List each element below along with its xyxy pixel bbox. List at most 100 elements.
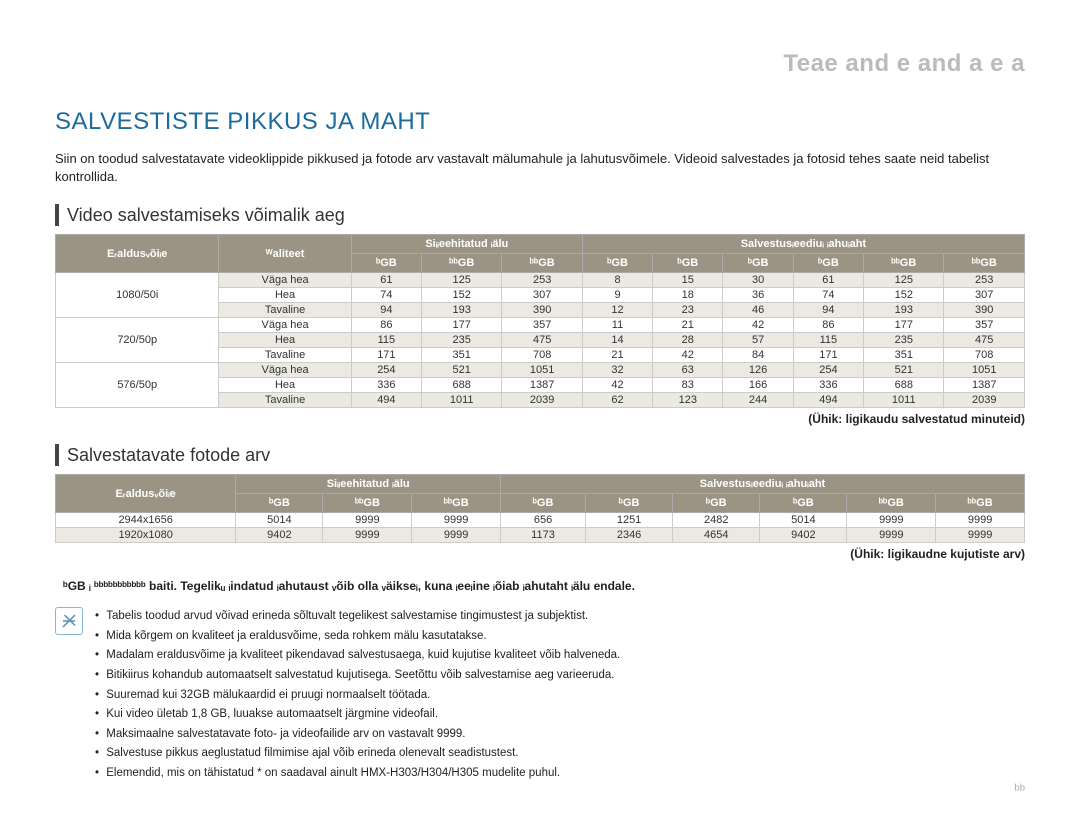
value-cell: 9999 bbox=[847, 513, 936, 528]
value-cell: 521 bbox=[422, 363, 502, 378]
value-cell: 390 bbox=[502, 303, 582, 318]
video-unit-note: (Ühik: ligikaudu salvestatud minuteid) bbox=[55, 412, 1025, 426]
value-cell: 307 bbox=[502, 288, 582, 303]
video-table: EᵣaldusᵥõiᵢeᵂaliteetSiᵢᵢeehitatud ᵢäluSa… bbox=[55, 234, 1025, 408]
value-cell: 166 bbox=[723, 378, 793, 393]
value-cell: 475 bbox=[944, 333, 1025, 348]
value-cell: 2039 bbox=[502, 393, 582, 408]
value-cell: 494 bbox=[351, 393, 421, 408]
page-number: ᵇᵇ bbox=[1014, 781, 1025, 797]
value-cell: 307 bbox=[944, 288, 1025, 303]
value-cell: 21 bbox=[582, 348, 652, 363]
value-cell: 390 bbox=[944, 303, 1025, 318]
note-item: Bitikiirus kohandub automaatselt salvest… bbox=[95, 666, 620, 686]
value-cell: 9999 bbox=[847, 528, 936, 543]
resolution-cell: 1080/50i bbox=[56, 273, 219, 318]
value-cell: 1173 bbox=[501, 528, 586, 543]
quality-cell: Tavaline bbox=[219, 393, 351, 408]
value-cell: 1387 bbox=[944, 378, 1025, 393]
value-cell: 11 bbox=[582, 318, 652, 333]
quality-cell: Hea bbox=[219, 333, 351, 348]
value-cell: 5014 bbox=[236, 513, 323, 528]
value-cell: 2482 bbox=[673, 513, 760, 528]
value-cell: 1387 bbox=[502, 378, 582, 393]
table-row: 1920x10809402999999991173234646549402999… bbox=[56, 528, 1025, 543]
value-cell: 94 bbox=[793, 303, 863, 318]
value-cell: 8 bbox=[582, 273, 652, 288]
value-cell: 1251 bbox=[586, 513, 673, 528]
value-cell: 30 bbox=[723, 273, 793, 288]
value-cell: 688 bbox=[422, 378, 502, 393]
value-cell: 123 bbox=[653, 393, 723, 408]
value-cell: 475 bbox=[502, 333, 582, 348]
value-cell: 23 bbox=[653, 303, 723, 318]
quality-cell: Väga hea bbox=[219, 273, 351, 288]
section2-title-text: Salvestatavate fotode arv bbox=[67, 445, 270, 466]
value-cell: 9402 bbox=[236, 528, 323, 543]
value-cell: 21 bbox=[653, 318, 723, 333]
value-cell: 708 bbox=[944, 348, 1025, 363]
note-item: Salvestuse pikkus aeglustatud filmimise … bbox=[95, 744, 620, 764]
value-cell: 2346 bbox=[586, 528, 673, 543]
value-cell: 193 bbox=[864, 303, 944, 318]
value-cell: 115 bbox=[793, 333, 863, 348]
value-cell: 193 bbox=[422, 303, 502, 318]
page-header: Teae and e and a e a bbox=[55, 50, 1025, 78]
value-cell: 61 bbox=[351, 273, 421, 288]
quality-cell: Tavaline bbox=[219, 303, 351, 318]
value-cell: 494 bbox=[793, 393, 863, 408]
quality-cell: Väga hea bbox=[219, 318, 351, 333]
value-cell: 115 bbox=[351, 333, 421, 348]
value-cell: 57 bbox=[723, 333, 793, 348]
value-cell: 46 bbox=[723, 303, 793, 318]
section-bar-icon bbox=[55, 444, 59, 466]
value-cell: 42 bbox=[582, 378, 652, 393]
value-cell: 171 bbox=[793, 348, 863, 363]
section1-title-text: Video salvestamiseks võimalik aeg bbox=[67, 205, 345, 226]
value-cell: 94 bbox=[351, 303, 421, 318]
value-cell: 708 bbox=[502, 348, 582, 363]
note-item: Suuremad kui 32GB mälukaardid ei pruugi … bbox=[95, 686, 620, 706]
value-cell: 9999 bbox=[936, 528, 1025, 543]
quality-cell: Hea bbox=[219, 288, 351, 303]
value-cell: 254 bbox=[793, 363, 863, 378]
photo-table: EᵣaldusᵥõiᵢeSiᵢᵢeehitatud ᵢäluSalvestusᵢ… bbox=[55, 474, 1025, 543]
value-cell: 1011 bbox=[422, 393, 502, 408]
value-cell: 336 bbox=[351, 378, 421, 393]
value-cell: 171 bbox=[351, 348, 421, 363]
value-cell: 86 bbox=[351, 318, 421, 333]
resolution-cell: 720/50p bbox=[56, 318, 219, 363]
note-icon bbox=[55, 607, 83, 635]
value-cell: 86 bbox=[793, 318, 863, 333]
value-cell: 9 bbox=[582, 288, 652, 303]
table-row: 576/50pVäga hea2545211051326312625452110… bbox=[56, 363, 1025, 378]
value-cell: 9999 bbox=[412, 528, 501, 543]
section2-title: Salvestatavate fotode arv bbox=[55, 444, 1025, 466]
resolution-cell: 2944x1656 bbox=[56, 513, 236, 528]
value-cell: 357 bbox=[944, 318, 1025, 333]
value-cell: 254 bbox=[351, 363, 421, 378]
value-cell: 9999 bbox=[412, 513, 501, 528]
notes-block: Tabelis toodud arvud võivad erineda sõlt… bbox=[55, 607, 1025, 783]
quality-cell: Hea bbox=[219, 378, 351, 393]
quality-cell: Väga hea bbox=[219, 363, 351, 378]
value-cell: 36 bbox=[723, 288, 793, 303]
value-cell: 235 bbox=[422, 333, 502, 348]
note-item: Elemendid, mis on tähistatud * on saadav… bbox=[95, 764, 620, 784]
note-item: Kui video ületab 1,8 GB, luuakse automaa… bbox=[95, 705, 620, 725]
intro-text: Siin on toodud salvestatavate videoklipp… bbox=[55, 150, 1025, 186]
table-row: 1080/50iVäga hea611252538153061125253 bbox=[56, 273, 1025, 288]
value-cell: 9999 bbox=[323, 513, 412, 528]
value-cell: 18 bbox=[653, 288, 723, 303]
value-cell: 5014 bbox=[760, 513, 847, 528]
value-cell: 74 bbox=[793, 288, 863, 303]
value-cell: 125 bbox=[422, 273, 502, 288]
value-cell: 253 bbox=[502, 273, 582, 288]
value-cell: 74 bbox=[351, 288, 421, 303]
value-cell: 42 bbox=[723, 318, 793, 333]
value-cell: 12 bbox=[582, 303, 652, 318]
section1-title: Video salvestamiseks võimalik aeg bbox=[55, 204, 1025, 226]
warning-text: ᵇGB ᵢ ᵇᵇᵇᵇᵇᵇᵇᵇᵇᵇᵇ baiti. Tegelikᵤ ᵢindat… bbox=[55, 579, 1025, 593]
value-cell: 351 bbox=[422, 348, 502, 363]
main-title: SALVESTISTE PIKKUS JA MAHT bbox=[55, 108, 1025, 136]
